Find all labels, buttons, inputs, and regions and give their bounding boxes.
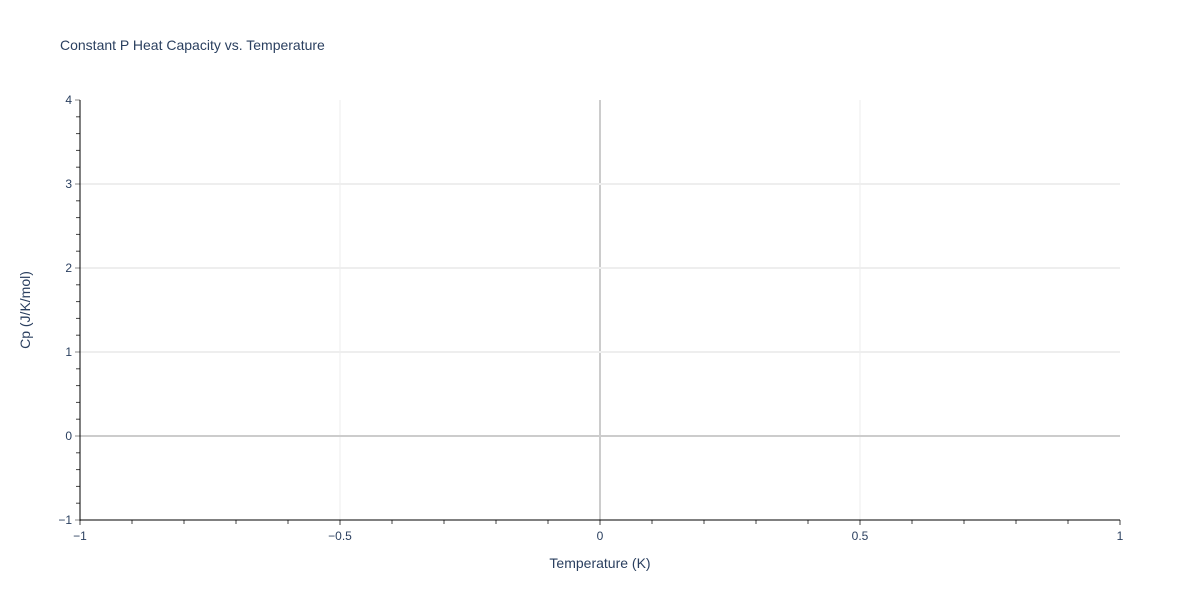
x-tick-label: −0.5 xyxy=(328,529,352,543)
y-axis-label: Cp (J/K/mol) xyxy=(17,271,33,349)
axes: −1 −0.5 0 0.5 1 −1 0 1 2 3 4 xyxy=(58,93,1123,543)
y-tick-label: 1 xyxy=(65,345,72,359)
y-tick-label: 3 xyxy=(65,177,72,191)
x-tick-label: 0.5 xyxy=(852,529,869,543)
x-tick-label: 0 xyxy=(597,529,604,543)
y-tick-label: 4 xyxy=(65,93,72,107)
y-tick-label: −1 xyxy=(58,513,72,527)
x-tick-label: −1 xyxy=(73,529,87,543)
grid xyxy=(80,100,1120,520)
y-tick-label: 0 xyxy=(65,429,72,443)
x-axis-label: Temperature (K) xyxy=(549,555,650,571)
chart-title: Constant P Heat Capacity vs. Temperature xyxy=(60,37,325,53)
y-tick-label: 2 xyxy=(65,261,72,275)
x-tick-label: 1 xyxy=(1117,529,1124,543)
